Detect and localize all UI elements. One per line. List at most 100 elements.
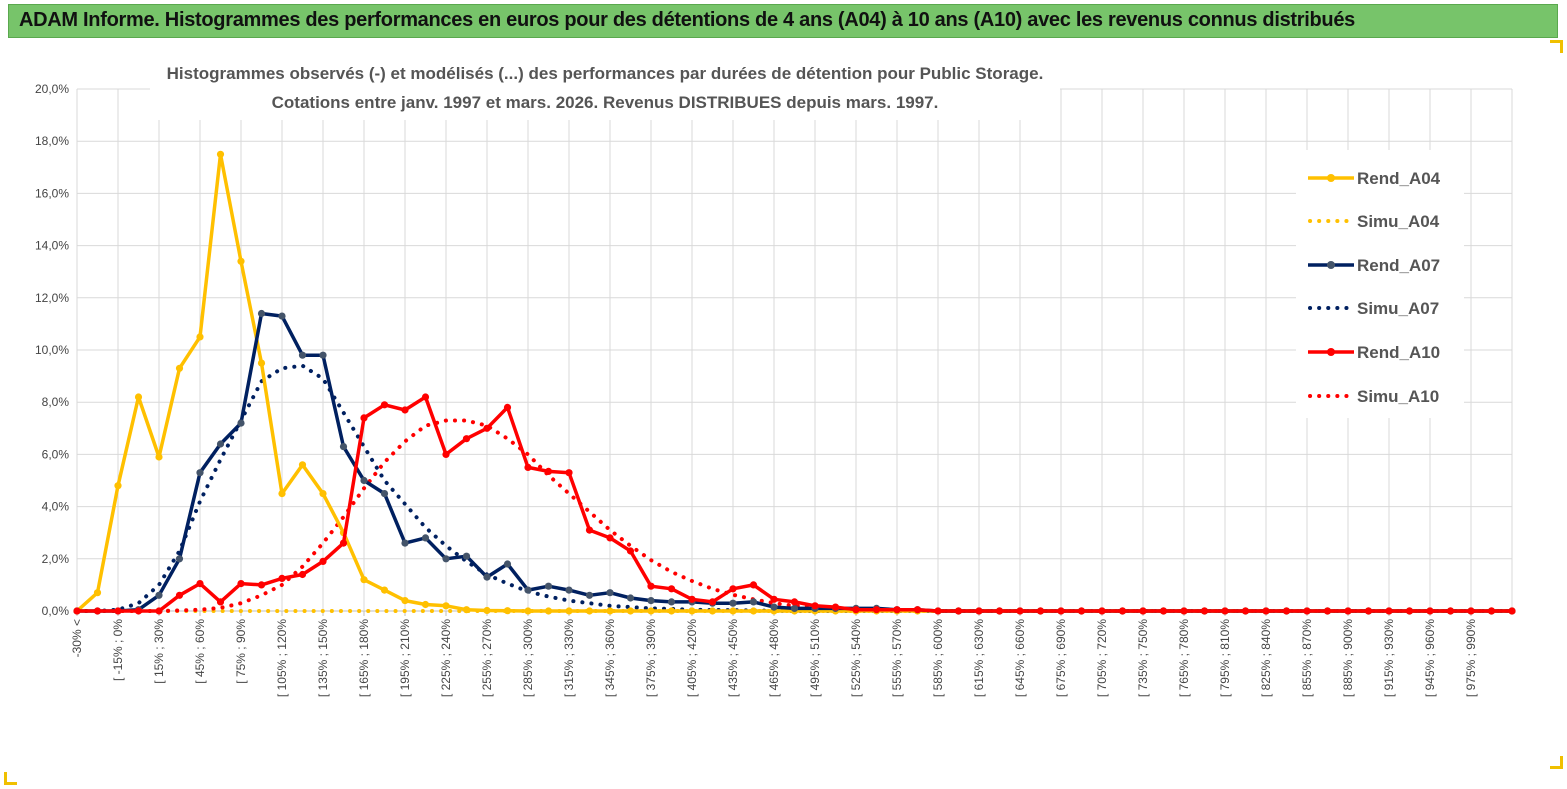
report-title: ADAM Informe. Histogrammes des performan… bbox=[19, 9, 1355, 31]
data-point bbox=[175, 555, 184, 563]
data-point bbox=[524, 586, 532, 594]
data-point bbox=[196, 580, 204, 588]
data-point bbox=[729, 599, 737, 607]
data-point bbox=[565, 469, 573, 477]
data-point bbox=[134, 393, 143, 401]
data-point bbox=[380, 490, 389, 498]
data-point bbox=[1180, 607, 1188, 615]
data-point bbox=[749, 607, 758, 615]
data-point bbox=[1262, 607, 1270, 615]
chart-title-line-2: Cotations entre janv. 1997 et mars. 2026… bbox=[272, 93, 939, 112]
legend: Rend_A04 Simu_A04 Rend_A07 Simu_A07 Rend_A10… bbox=[1296, 150, 1464, 418]
data-point bbox=[995, 607, 1004, 615]
data-point bbox=[708, 598, 717, 606]
y-tick-label: 12,0% bbox=[35, 291, 69, 305]
data-point bbox=[421, 600, 430, 609]
data-point bbox=[667, 598, 676, 606]
data-point bbox=[647, 607, 655, 615]
data-point bbox=[524, 607, 532, 615]
y-tick-label: 2,0% bbox=[42, 552, 70, 566]
y-tick-label: 6,0% bbox=[42, 447, 70, 461]
data-point bbox=[155, 607, 163, 615]
frame-corner-top-right bbox=[1550, 40, 1563, 53]
data-point bbox=[442, 555, 450, 563]
data-point bbox=[565, 607, 573, 615]
data-point bbox=[852, 606, 860, 614]
data-point bbox=[216, 440, 225, 448]
data-point bbox=[1077, 607, 1086, 615]
data-point bbox=[954, 607, 963, 615]
data-point bbox=[749, 581, 758, 589]
data-point bbox=[1200, 607, 1209, 615]
x-tick-label: [ 45% ; 60% bbox=[193, 619, 207, 684]
x-tick-label: [ 825% ; 840% bbox=[1259, 619, 1273, 697]
data-point bbox=[688, 607, 696, 615]
data-point bbox=[667, 585, 676, 593]
legend-marker bbox=[1327, 348, 1335, 356]
data-point bbox=[503, 560, 512, 568]
data-point bbox=[893, 606, 901, 614]
data-point bbox=[257, 359, 266, 367]
data-point bbox=[462, 606, 471, 614]
data-point bbox=[442, 602, 450, 610]
data-point bbox=[93, 589, 102, 597]
data-point bbox=[298, 570, 307, 579]
x-tick-label: [ 375% ; 390% bbox=[644, 619, 658, 697]
x-tick-label: [ 315% ; 330% bbox=[562, 619, 576, 697]
data-point bbox=[237, 419, 245, 427]
data-point bbox=[1098, 607, 1106, 615]
legend-marker bbox=[1327, 174, 1335, 182]
data-point bbox=[647, 597, 655, 605]
series-rend_a10 bbox=[73, 393, 1516, 615]
data-point bbox=[175, 591, 184, 599]
data-point bbox=[1323, 607, 1332, 615]
data-point bbox=[319, 490, 327, 498]
y-tick-label: 4,0% bbox=[42, 500, 70, 514]
x-tick-label: [ 75% ; 90% bbox=[234, 619, 248, 684]
data-point bbox=[483, 606, 491, 615]
data-point bbox=[401, 406, 409, 414]
header-banner: ADAM Informe. Histogrammes des performan… bbox=[8, 4, 1558, 38]
data-point bbox=[770, 603, 778, 611]
data-point bbox=[462, 552, 471, 560]
x-tick-label: [ 975% ; 990% bbox=[1464, 619, 1478, 697]
data-point bbox=[524, 463, 532, 471]
data-point bbox=[257, 309, 266, 318]
y-tick-label: 16,0% bbox=[35, 186, 69, 200]
x-tick-label: [ 165% ; 180% bbox=[357, 619, 371, 697]
x-tick-label: [ 255% ; 270% bbox=[480, 619, 494, 697]
series-simu_a10 bbox=[75, 418, 1514, 613]
legend-label: Simu_A04 bbox=[1357, 212, 1440, 231]
x-tick-label: [ 585% ; 600% bbox=[931, 619, 945, 697]
x-tick-label: [ 885% ; 900% bbox=[1341, 619, 1355, 697]
x-tick-label: [ 915% ; 930% bbox=[1382, 619, 1396, 697]
data-point bbox=[688, 595, 696, 603]
data-point bbox=[544, 467, 553, 475]
data-point bbox=[1446, 607, 1455, 615]
x-tick-label: [ 345% ; 360% bbox=[603, 619, 617, 697]
data-point bbox=[1036, 607, 1045, 615]
x-axis: -30% < [ -15% ; 0% [ 15% ; 30% [ 45% ; 60% [… bbox=[70, 611, 1478, 697]
data-point bbox=[93, 607, 102, 615]
legend-label: Rend_A07 bbox=[1357, 256, 1440, 275]
data-point bbox=[1221, 607, 1229, 615]
data-point bbox=[626, 547, 635, 555]
data-point bbox=[257, 581, 266, 589]
x-tick-label: [ 855% ; 870% bbox=[1300, 619, 1314, 697]
data-point bbox=[155, 453, 163, 461]
data-point bbox=[503, 607, 512, 615]
x-tick-label: [ 15% ; 30% bbox=[152, 619, 166, 684]
data-point bbox=[483, 424, 491, 432]
data-point bbox=[667, 607, 676, 615]
data-point bbox=[606, 534, 614, 542]
data-point bbox=[216, 150, 225, 158]
x-tick-label: [ 465% ; 480% bbox=[767, 619, 781, 697]
data-point bbox=[134, 607, 143, 615]
data-point bbox=[729, 585, 737, 593]
x-tick-label: [ 615% ; 630% bbox=[972, 619, 986, 697]
data-point bbox=[278, 490, 286, 498]
x-tick-label: [ 285% ; 300% bbox=[521, 619, 535, 697]
data-point bbox=[544, 607, 553, 615]
data-point bbox=[585, 526, 594, 534]
data-point bbox=[1016, 607, 1024, 615]
